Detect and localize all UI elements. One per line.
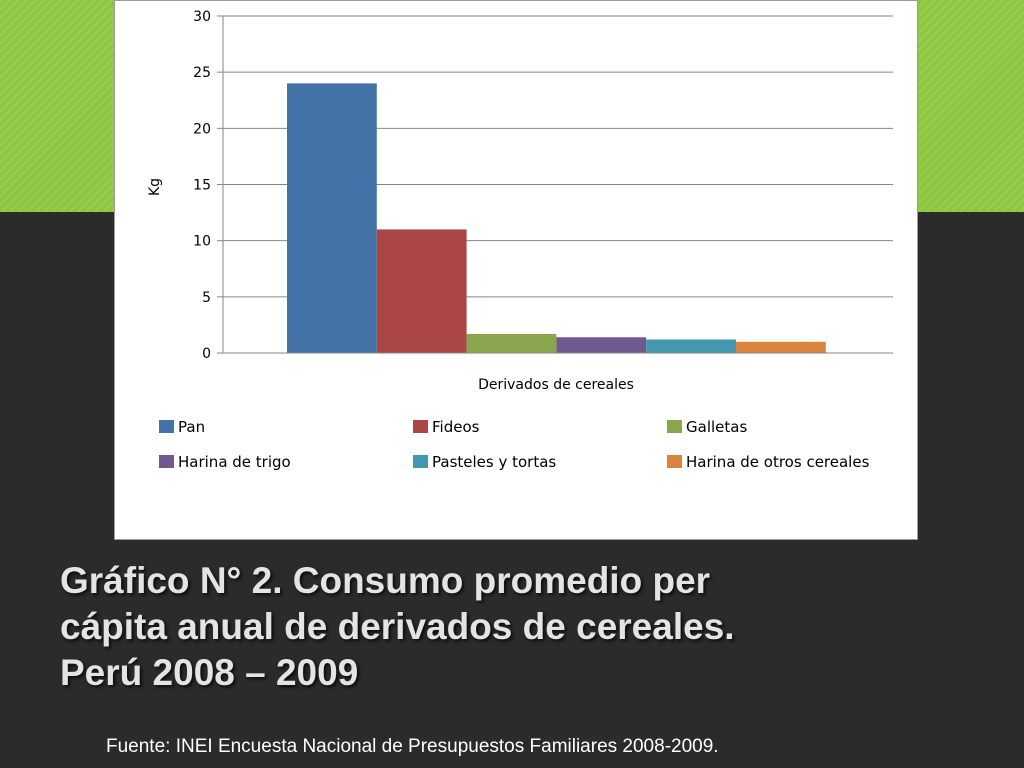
chart-panel: 0 5 10 15 20 25 30 Kg Derivados de cereales Pa… — [114, 0, 918, 540]
legend-swatch — [413, 455, 428, 468]
source-note: Fuente: INEI Encuesta Nacional de Presup… — [106, 736, 719, 757]
y-tick-label: 0 — [202, 346, 211, 362]
y-tick-label: 10 — [193, 234, 211, 250]
bar — [646, 339, 736, 353]
legend-label: Galletas — [686, 418, 747, 436]
y-axis-label: Kg — [147, 178, 163, 196]
legend-label: Harina de trigo — [178, 453, 291, 471]
legend: Pan Fideos Galletas Harina de trigo Pasteles… — [159, 418, 870, 471]
bar — [466, 333, 557, 353]
y-tick-label: 15 — [193, 178, 211, 194]
bar — [376, 229, 467, 353]
slide-title: Gráfico N° 2. Consumo promedio per cápit… — [60, 558, 990, 696]
legend-swatch — [159, 455, 174, 468]
x-axis-label: Derivados de cereales — [478, 377, 634, 393]
bars — [287, 83, 826, 354]
legend-label: Pan — [178, 418, 205, 436]
y-tick-label: 20 — [193, 121, 211, 137]
legend-swatch — [413, 420, 428, 433]
legend-label: Harina de otros cereales — [686, 453, 870, 471]
bar — [287, 83, 377, 354]
bar — [556, 337, 647, 353]
slide-title-line: Gráfico N° 2. Consumo promedio per — [60, 560, 711, 601]
legend-label: Pasteles y tortas — [432, 453, 556, 471]
bar-chart: 0 5 10 15 20 25 30 Kg Derivados de cereales Pa… — [147, 9, 893, 471]
bar — [736, 341, 826, 353]
slide-title-line: cápita anual de derivados de cereales. — [60, 606, 735, 647]
y-tick-labels: 0 5 10 15 20 25 30 — [193, 9, 211, 362]
legend-swatch — [667, 420, 682, 433]
y-tick-label: 25 — [193, 65, 211, 81]
y-tick-label: 30 — [193, 9, 211, 25]
legend-swatch — [667, 455, 682, 468]
y-tick-label: 5 — [202, 290, 211, 306]
legend-label: Fideos — [432, 418, 480, 436]
slide-title-line: Perú 2008 – 2009 — [60, 652, 359, 693]
legend-swatch — [159, 420, 174, 433]
